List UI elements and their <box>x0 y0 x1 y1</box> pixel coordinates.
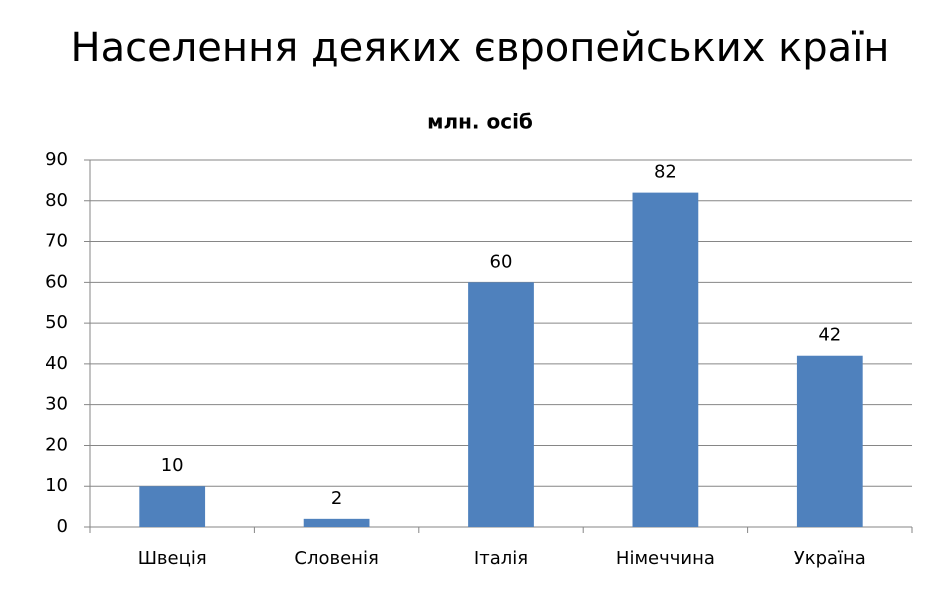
bar <box>796 355 863 527</box>
y-tick-label: 90 <box>45 149 68 170</box>
x-tick-label: Швеція <box>138 548 207 569</box>
y-tick-label: 50 <box>45 312 68 333</box>
bar <box>139 486 206 527</box>
x-tick-label: Німеччина <box>616 548 715 569</box>
x-tick-label: Італія <box>474 548 528 569</box>
y-tick-label: 20 <box>45 434 68 455</box>
bar <box>632 192 699 527</box>
chart-subtitle: млн. осіб <box>427 110 533 134</box>
data-label: 82 <box>654 162 677 183</box>
x-tick-label: Україна <box>794 548 866 569</box>
y-tick-label: 10 <box>45 475 68 496</box>
y-tick-label: 40 <box>45 353 68 374</box>
chart-title: Населення деяких європейських країн <box>71 25 890 71</box>
y-tick-label: 30 <box>45 394 68 415</box>
data-label: 10 <box>161 455 184 476</box>
data-label: 2 <box>331 488 342 509</box>
bar <box>468 282 534 527</box>
y-tick-label: 80 <box>45 190 68 211</box>
bar <box>303 518 370 527</box>
data-label: 42 <box>818 325 841 346</box>
y-tick-label: 60 <box>45 271 68 292</box>
y-tick-label: 0 <box>57 516 68 537</box>
x-tick-label: Словенія <box>294 548 378 569</box>
y-tick-label: 70 <box>45 231 68 252</box>
data-label: 60 <box>490 251 513 272</box>
